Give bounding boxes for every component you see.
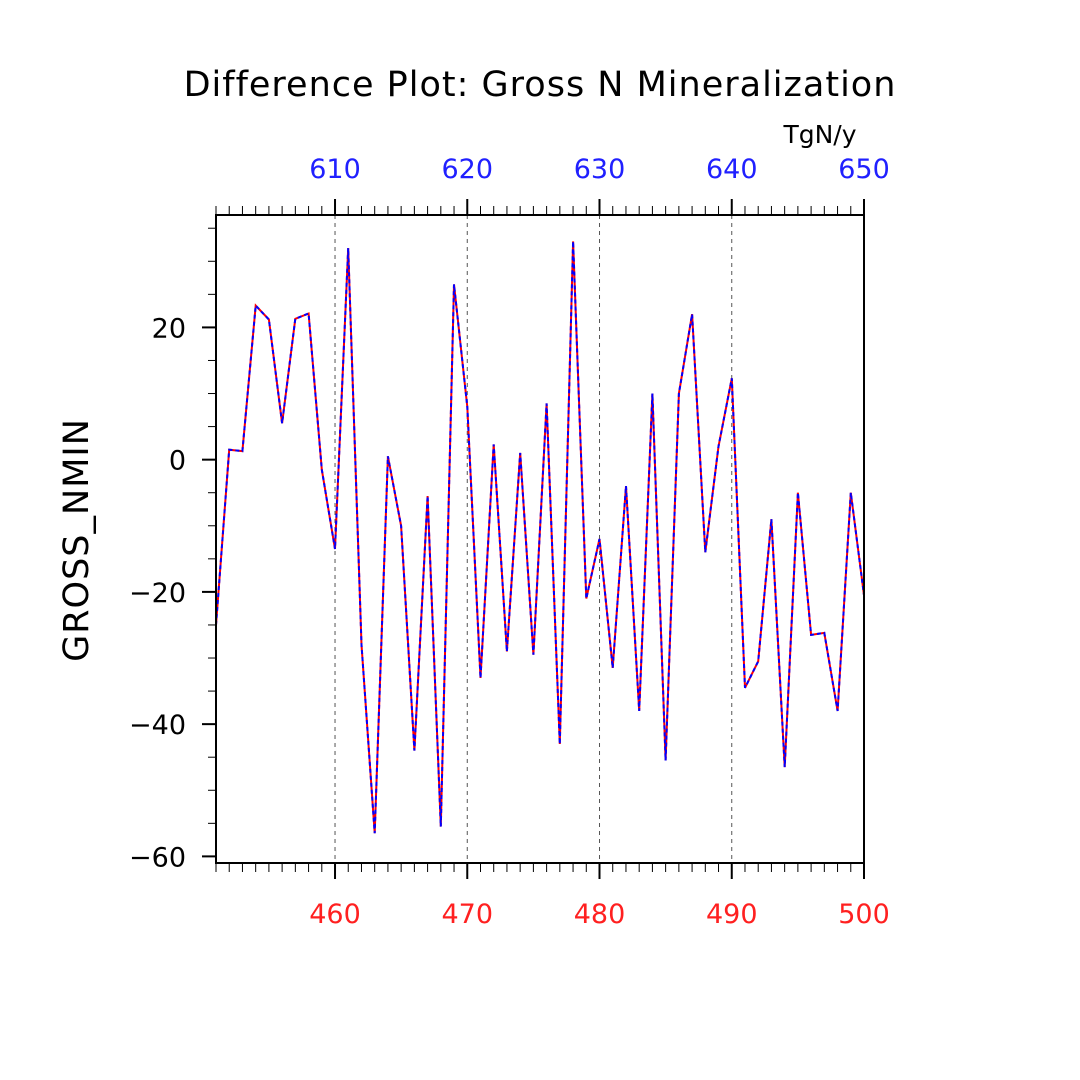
x-bottom-tick-label: 470: [441, 899, 493, 930]
x-top-tick-label: 610: [309, 154, 361, 185]
minor-ticks: [202, 199, 865, 879]
y-tick-label: 0: [169, 446, 186, 477]
bottom-x-tick-labels: 460 470 480 490 500: [309, 899, 890, 930]
top-x-tick-labels: 610 620 630 640 650: [309, 154, 890, 185]
y-tick-label: −20: [129, 578, 186, 609]
chart-title: Difference Plot: Gross N Mineralization: [184, 65, 897, 105]
x-bottom-tick-label: 490: [706, 899, 758, 930]
gridlines: [334, 215, 733, 863]
y-tick-label: 20: [152, 313, 186, 344]
y-tick-labels: 20 0 −20 −40 −60: [129, 313, 186, 873]
series-line-blue: [215, 241, 865, 834]
y-tick-label: −40: [129, 710, 186, 741]
x-top-tick-label: 650: [838, 154, 890, 185]
x-bottom-tick-label: 480: [574, 899, 626, 930]
y-axis-label: GROSS_NMIN: [57, 418, 97, 662]
series-lines: [215, 241, 865, 834]
x-bottom-tick-label: 500: [838, 899, 890, 930]
x-top-tick-label: 640: [706, 154, 758, 185]
x-top-tick-label: 620: [441, 154, 493, 185]
y-tick-label: −60: [129, 842, 186, 873]
x-top-tick-label: 630: [574, 154, 626, 185]
plot-frame: [215, 214, 865, 864]
units-label: TgN/y: [782, 120, 856, 149]
x-bottom-tick-label: 460: [309, 899, 361, 930]
